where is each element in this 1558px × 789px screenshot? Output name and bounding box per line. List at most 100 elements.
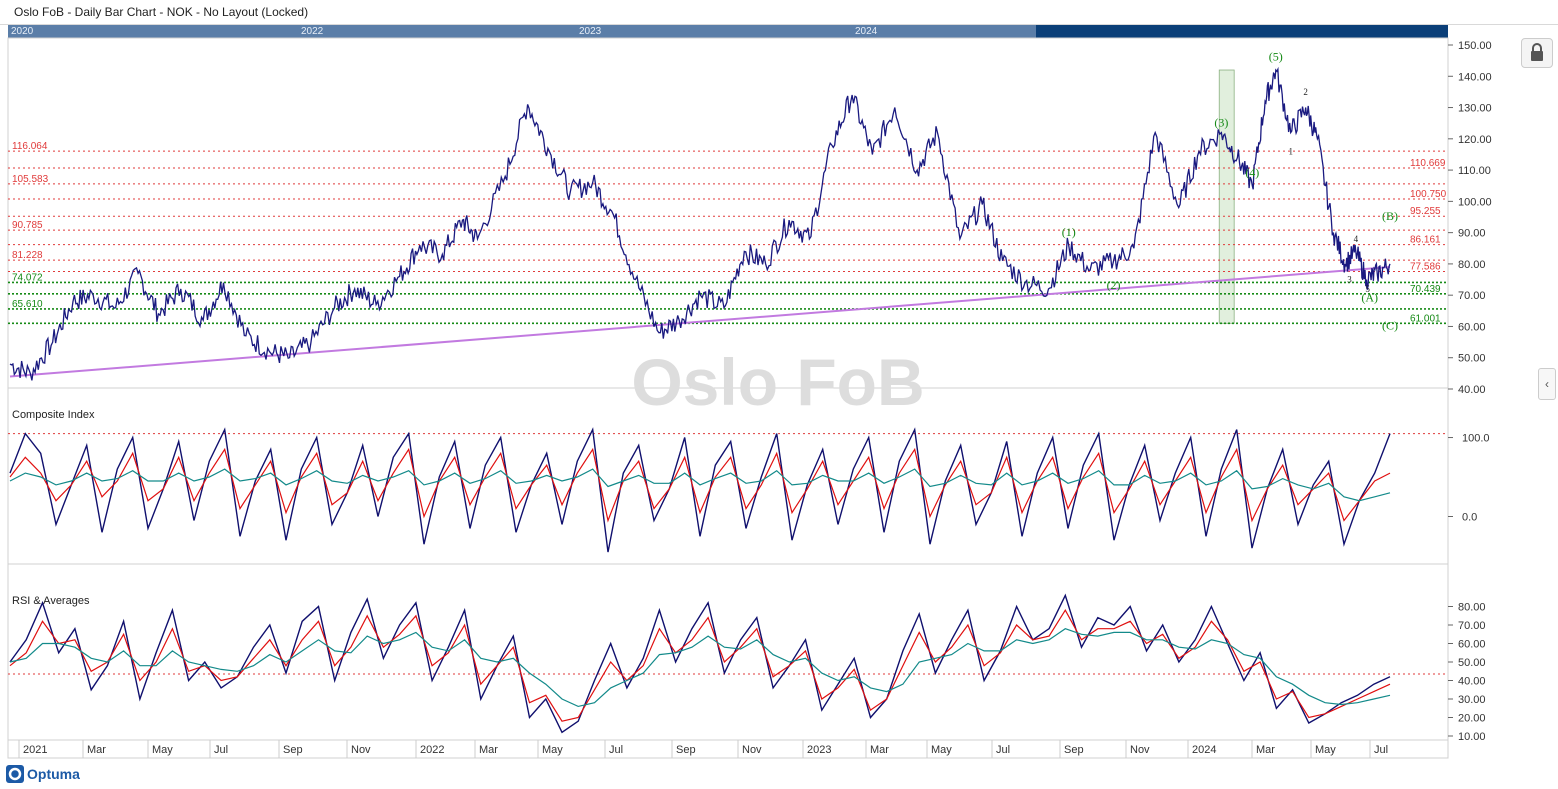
logo-mark: Optuma	[6, 765, 80, 783]
fib-level-label: 105.583	[12, 174, 49, 185]
fib-level-label: 95.255	[1410, 206, 1441, 217]
elliott-wave-label: 3	[1347, 275, 1352, 285]
date-axis-label: Mar	[479, 744, 498, 756]
elliott-wave-label: (A)	[1361, 290, 1378, 304]
price-y-tick-label: 40.00	[1458, 384, 1486, 396]
wave-3-highlight-zone	[1218, 69, 1235, 324]
date-axis-label: May	[152, 744, 173, 756]
fib-level-label: 90.785	[12, 220, 43, 231]
slow-average-line	[9, 628, 1391, 708]
date-axis-label: Jul	[996, 744, 1010, 756]
elliott-wave-label: (B)	[1382, 209, 1398, 223]
price-y-tick-label: 120.00	[1458, 134, 1492, 146]
fib-level-label: 100.750	[1410, 189, 1447, 200]
date-axis-label: 2021	[23, 744, 47, 756]
fib-level-label: 74.072	[12, 272, 43, 283]
slow-average-line	[9, 468, 1391, 502]
fib-level-label: 77.586	[1410, 261, 1441, 272]
panel-y-tick-label: 20.00	[1458, 713, 1486, 725]
elliott-wave-label: (2)	[1107, 278, 1121, 292]
price-y-tick-label: 130.00	[1458, 103, 1492, 115]
main-oscillator-line	[9, 593, 1391, 734]
fast-average-line	[9, 447, 1391, 523]
fib-level-label: 65.610	[12, 299, 43, 310]
panel-y-tick-label: 50.00	[1458, 657, 1486, 669]
date-axis-label: Sep	[283, 744, 303, 756]
date-axis-label: May	[542, 744, 563, 756]
panel-y-tick-label: 100.0	[1462, 433, 1490, 445]
date-axis-label: Mar	[1256, 744, 1275, 756]
elliott-wave-label: 4	[1354, 234, 1359, 244]
panel-y-tick-label: 60.00	[1458, 639, 1486, 651]
trendline	[9, 266, 1391, 378]
date-axis-label: 2023	[807, 744, 831, 756]
fib-level-label: 86.161	[1410, 235, 1441, 246]
window-title: Oslo FoB - Daily Bar Chart - NOK - No La…	[14, 5, 309, 19]
window-title-bar: Oslo FoB - Daily Bar Chart - NOK - No La…	[0, 0, 1558, 25]
brand-name: Optuma	[27, 766, 80, 782]
price-y-tick-label: 90.00	[1458, 228, 1486, 240]
date-axis-label: Jul	[1374, 744, 1388, 756]
date-axis-label: 2024	[1192, 744, 1216, 756]
date-axis-label: Jul	[214, 744, 228, 756]
footer	[0, 760, 1558, 789]
date-axis-label: 2022	[420, 744, 444, 756]
fib-level-label: 61.001	[1410, 313, 1441, 324]
date-axis-label: Nov	[1130, 744, 1150, 756]
date-axis-label: May	[1315, 744, 1336, 756]
fib-level-label: 81.228	[12, 250, 43, 261]
lock-button[interactable]	[1521, 38, 1553, 68]
navigator-year: 2020	[11, 26, 34, 37]
date-axis-label: Sep	[676, 744, 696, 756]
navigator-year: 2023	[579, 26, 602, 37]
optuma-logo: Optuma	[6, 764, 96, 789]
elliott-wave-label: (4)	[1245, 165, 1259, 179]
price-y-tick-label: 60.00	[1458, 321, 1486, 333]
date-axis-label: Mar	[870, 744, 889, 756]
price-y-tick-label: 100.00	[1458, 196, 1492, 208]
fib-level-label: 70.439	[1410, 284, 1441, 295]
date-axis-label: Mar	[87, 744, 106, 756]
date-axis-label: Jul	[609, 744, 623, 756]
price-y-tick-label: 50.00	[1458, 353, 1486, 365]
price-y-tick-label: 140.00	[1458, 71, 1492, 83]
panel-y-tick-label: 30.00	[1458, 694, 1486, 706]
fib-level-label: 110.669	[1410, 158, 1446, 169]
date-axis-label: May	[931, 744, 952, 756]
navigator-strip[interactable]: 2020 2022 2023 2024	[8, 25, 1036, 38]
lock-icon	[1531, 43, 1543, 61]
elliott-wave-label: (1)	[1062, 225, 1076, 239]
chevron-left-icon: ‹	[1545, 377, 1549, 391]
elliott-wave-label: 1	[1288, 146, 1293, 156]
price-y-tick-label: 110.00	[1458, 165, 1491, 177]
watermark-text: Oslo FoB	[631, 345, 924, 419]
panel-y-tick-label: 80.00	[1458, 602, 1486, 614]
date-axis-label: Sep	[1064, 744, 1084, 756]
navigator-track[interactable]	[1036, 25, 1448, 38]
date-axis-label: Nov	[351, 744, 371, 756]
main-oscillator-line	[9, 427, 1391, 553]
elliott-wave-label: (C)	[1382, 319, 1398, 333]
date-axis-frame	[7, 739, 1449, 759]
fib-level-label: 116.064	[12, 141, 48, 152]
panel-y-tick-label: 40.00	[1458, 676, 1486, 688]
date-axis-label: Nov	[742, 744, 762, 756]
price-y-tick-label: 80.00	[1458, 259, 1486, 271]
navigator-year: 2024	[855, 26, 878, 37]
panel-y-tick-label: 10.00	[1458, 731, 1486, 743]
price-y-tick-label: 150.00	[1458, 40, 1492, 52]
elliott-wave-label: (3)	[1214, 115, 1228, 129]
panel-title: Composite Index	[12, 409, 95, 421]
elliott-wave-label: 2	[1303, 87, 1308, 97]
price-series-line	[9, 66, 1391, 381]
elliott-wave-label: (5)	[1269, 50, 1283, 64]
elliott-wave-label: 5	[1365, 284, 1370, 294]
panel-y-tick-label: 70.00	[1458, 620, 1486, 632]
panel-y-tick-label: 0.0	[1462, 512, 1477, 524]
collapse-panel-button[interactable]: ‹	[1538, 368, 1556, 400]
navigator-year: 2022	[301, 26, 324, 37]
fast-average-line	[9, 609, 1391, 722]
price-y-tick-label: 70.00	[1458, 290, 1486, 302]
panel-title: RSI & Averages	[12, 595, 90, 607]
